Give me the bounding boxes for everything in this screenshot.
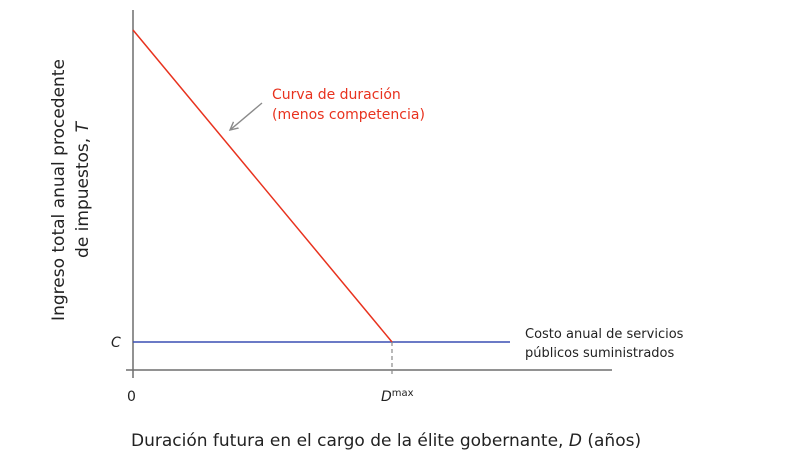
- dmax-label: Dmax: [381, 388, 414, 405]
- duration-curve-label-line2: (menos competencia): [272, 107, 425, 123]
- x-axis-label: Duración futura en el cargo de la élite …: [131, 431, 641, 451]
- arrow-icon: [230, 102, 263, 130]
- y-axis-label-line2: de impuestos, T: [73, 120, 93, 258]
- duration-curve-label-line1: Curva de duración: [272, 87, 401, 103]
- y-axis-label-line1: Ingreso total anual procedente: [49, 59, 69, 321]
- c-label: C: [111, 335, 121, 351]
- duration-curve: [132, 29, 393, 343]
- cost-line-label-line1: Costo anual de servicios: [525, 327, 684, 342]
- origin-label: 0: [127, 389, 136, 405]
- cost-line-label-line2: públicos suministrados: [525, 346, 674, 361]
